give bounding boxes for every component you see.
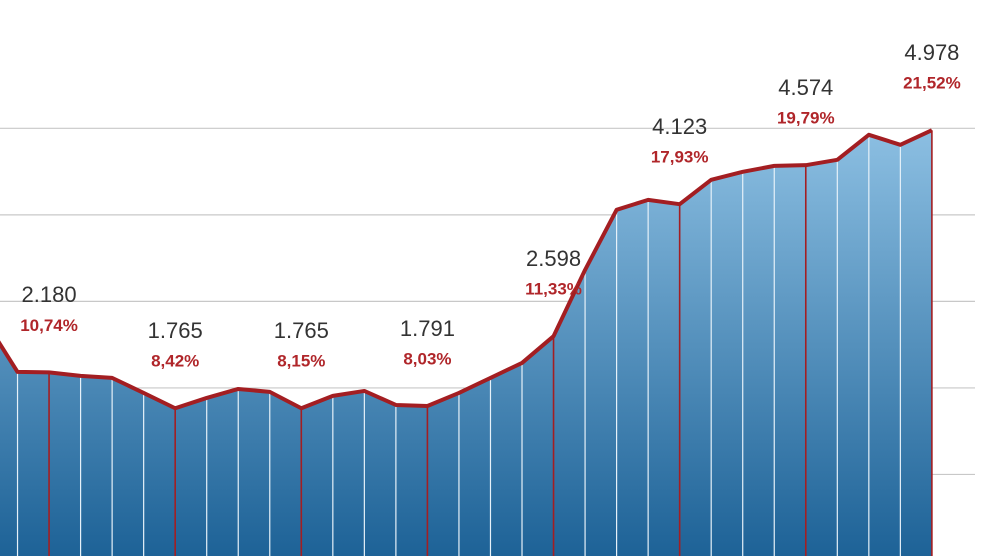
value-label: 2.180: [22, 282, 77, 307]
value-label: 4.574: [778, 75, 833, 100]
rate-label: 17,93%: [651, 148, 709, 167]
value-label: 4.123: [652, 114, 707, 139]
rate-label: 11,33%: [525, 280, 582, 299]
rate-label: 8,03%: [403, 349, 451, 368]
value-label: 1.791: [400, 316, 455, 341]
area-fill: [0, 130, 932, 556]
value-label: 2.598: [526, 246, 581, 271]
rate-label: 8,15%: [277, 352, 325, 371]
line: [0, 128, 933, 411]
value-label: 1.765: [274, 318, 329, 343]
rate-label: 19,79%: [777, 109, 835, 128]
value-label: 1.765: [148, 318, 203, 343]
value-label: 4.978: [904, 40, 959, 65]
rate-label: 21,52%: [903, 74, 961, 93]
rate-label: 8,42%: [151, 352, 199, 371]
rate-label: 10,74%: [20, 316, 78, 335]
